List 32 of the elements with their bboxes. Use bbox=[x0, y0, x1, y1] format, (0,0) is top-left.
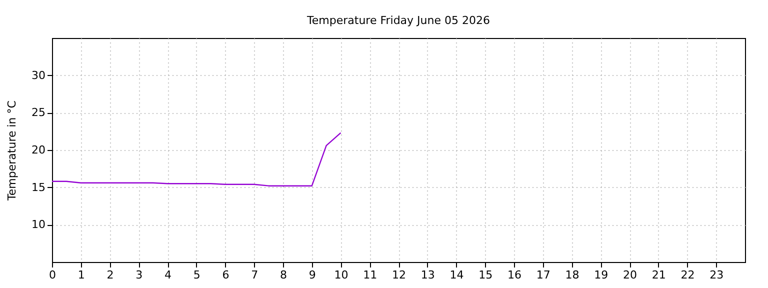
y-axis-title: Temperature in °C bbox=[6, 100, 19, 202]
x-tick-label: 15 bbox=[478, 268, 493, 282]
x-tick-label: 1 bbox=[78, 268, 85, 282]
x-tick-label: 10 bbox=[334, 268, 348, 282]
y-tick-label: 25 bbox=[32, 106, 46, 120]
y-tick-label: 10 bbox=[32, 218, 46, 232]
x-tick-label: 0 bbox=[49, 268, 56, 282]
x-tick-label: 16 bbox=[508, 268, 522, 282]
x-tick-label: 18 bbox=[565, 268, 580, 282]
x-tick-label: 4 bbox=[164, 268, 172, 282]
x-tick-label: 7 bbox=[251, 268, 258, 282]
x-tick-label: 13 bbox=[420, 268, 435, 282]
x-tick-label: 19 bbox=[594, 268, 608, 282]
x-tick-label: 3 bbox=[136, 268, 143, 282]
x-tick-label: 9 bbox=[308, 268, 316, 282]
x-tick-label: 2 bbox=[106, 268, 114, 282]
y-tick-label: 20 bbox=[32, 144, 46, 156]
x-tick-label: 8 bbox=[280, 268, 287, 282]
x-tick-label: 20 bbox=[623, 268, 637, 282]
x-tick-label: 12 bbox=[392, 268, 406, 282]
x-tick-label: 6 bbox=[222, 268, 230, 282]
x-tick-label: 21 bbox=[652, 268, 666, 282]
x-tick-label: 23 bbox=[710, 268, 724, 282]
y-tick-label: 15 bbox=[32, 180, 46, 194]
x-tick-label: 17 bbox=[536, 268, 550, 282]
x-tick-label: 14 bbox=[450, 268, 464, 282]
x-tick-label: 11 bbox=[363, 268, 378, 282]
x-tick-label: 5 bbox=[193, 268, 200, 282]
x-tick-label: 22 bbox=[680, 268, 695, 282]
chart-title: Temperature Friday June 05 2026 bbox=[306, 14, 490, 27]
line-series bbox=[52, 132, 342, 186]
y-tick-label: 30 bbox=[32, 68, 46, 82]
